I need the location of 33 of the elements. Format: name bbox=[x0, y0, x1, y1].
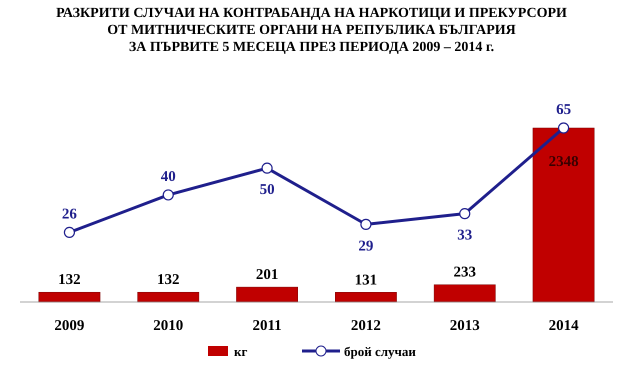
data-label: 29 bbox=[358, 238, 374, 254]
data-label: 132 bbox=[58, 272, 81, 288]
bar bbox=[236, 286, 298, 302]
data-label: 233 bbox=[454, 264, 476, 281]
point bbox=[459, 208, 470, 220]
point bbox=[261, 162, 273, 174]
bar bbox=[532, 128, 594, 302]
legend-label: брой случаи bbox=[344, 344, 416, 359]
data-label: 50 bbox=[260, 182, 275, 198]
data-label: 26 bbox=[62, 206, 78, 222]
chart-title: РАЗКРИТИ СЛУЧАИ НА КОНТРАБАНДА НА НАРКОТИЦИ И ПРЕКУРСОРИ ОТ МИТНИЧЕСКИТЕ ОРГАНИ НА РЕПУБЛИКА БЪЛГАРИЯ ЗА ПЪРВИТЕ 5 МЕСЕЦА ПРЕЗ ПЕРИОДА 2009 – 2014 г. bbox=[56, 6, 568, 55]
x-tick-label: 2013 bbox=[450, 318, 480, 334]
data-label: 40 bbox=[160, 168, 176, 185]
x-tick-label: 2011 bbox=[252, 318, 282, 334]
point bbox=[360, 218, 372, 230]
x-tick-label: 2012 bbox=[350, 318, 381, 334]
x-tick-label: 2009 bbox=[54, 318, 84, 334]
data-label: 132 bbox=[157, 272, 180, 288]
bar bbox=[137, 292, 200, 302]
point bbox=[162, 189, 174, 201]
data-label: 33 bbox=[457, 228, 472, 244]
bar bbox=[434, 284, 496, 302]
legend-label: кг bbox=[234, 344, 248, 359]
x-tick-label: 2014 bbox=[548, 318, 580, 334]
x-tick-label: 2010 bbox=[153, 318, 184, 334]
bar bbox=[38, 292, 100, 302]
data-label: 131 bbox=[354, 272, 378, 288]
data-label: 65 bbox=[556, 102, 572, 118]
bar bbox=[335, 292, 397, 302]
data-label: 201 bbox=[256, 267, 278, 284]
point bbox=[64, 226, 76, 238]
data-label: 2348 bbox=[548, 154, 579, 170]
point bbox=[558, 122, 570, 134]
